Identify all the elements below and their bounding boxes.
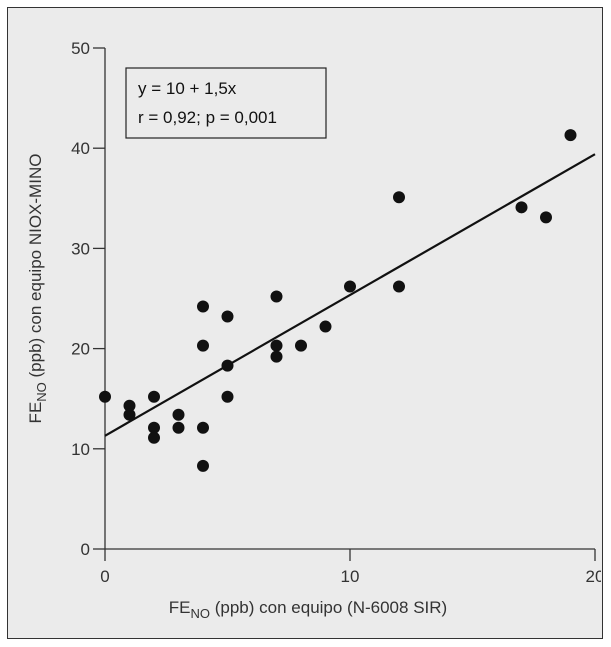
data-point — [540, 211, 552, 224]
data-point — [319, 320, 332, 333]
data-point — [123, 408, 136, 421]
y-axis-title-rest: (ppb) con equipo NIOX-MINO — [26, 154, 45, 383]
data-point — [148, 431, 160, 444]
axis-ticks: 0 10 20 30 40 50 0 10 20 — [71, 39, 601, 586]
y-axis-title-base: FE — [26, 402, 45, 424]
x-tick-label: 20 — [586, 567, 601, 586]
data-point — [172, 421, 185, 434]
y-tick-label: 40 — [71, 139, 90, 158]
data-points — [99, 129, 577, 472]
y-tick-label: 50 — [71, 39, 90, 58]
y-tick-label: 10 — [71, 440, 90, 459]
data-point — [344, 280, 356, 293]
data-point — [564, 129, 577, 142]
scatter-chart: 0 10 20 30 40 50 0 10 20 y = 10 + 1,5x r = 0,92;… — [26, 39, 601, 621]
equation-box: y = 10 + 1,5x r = 0,92; p = 0,001 — [125, 67, 327, 139]
x-axis-title: FENO (ppb) con equipo (N-6008 SIR) — [169, 598, 447, 621]
data-point — [221, 310, 234, 323]
data-point — [197, 300, 209, 313]
x-axis-title-base: FE — [169, 598, 191, 617]
y-tick-label: 20 — [71, 340, 90, 359]
data-point — [295, 339, 307, 352]
data-point — [197, 459, 209, 472]
x-tick-label: 0 — [100, 567, 109, 586]
data-point — [99, 390, 111, 403]
data-point — [393, 191, 405, 204]
data-point — [123, 399, 136, 412]
x-axis-title-rest: (ppb) con equipo (N-6008 SIR) — [210, 598, 447, 617]
y-tick-label: 0 — [81, 540, 90, 559]
data-point — [270, 339, 283, 352]
x-tick-label: 10 — [341, 567, 360, 586]
data-point — [270, 290, 283, 303]
data-point — [148, 421, 160, 434]
y-tick-label: 30 — [71, 239, 90, 258]
data-point — [148, 390, 160, 403]
chart-frame: 0 10 20 30 40 50 0 10 20 y = 10 + 1,5x r = 0,92;… — [7, 7, 603, 639]
regression-line — [104, 153, 596, 437]
y-axis-title: FENO (ppb) con equipo NIOX-MINO — [26, 154, 49, 424]
data-point — [393, 280, 405, 293]
correlation-text: r = 0,92; p = 0,001 — [138, 108, 277, 127]
data-point — [515, 201, 528, 214]
data-point — [270, 350, 283, 363]
regression-line-group — [104, 153, 596, 437]
data-point — [221, 359, 234, 372]
data-point — [172, 408, 185, 421]
y-axis-title-subscript: NO — [34, 382, 49, 402]
x-axis-title-subscript: NO — [191, 606, 211, 621]
data-point — [221, 390, 234, 403]
equation-text: y = 10 + 1,5x — [138, 79, 237, 98]
equation-box-border — [125, 67, 327, 139]
data-point — [197, 339, 209, 352]
data-point — [197, 421, 209, 434]
